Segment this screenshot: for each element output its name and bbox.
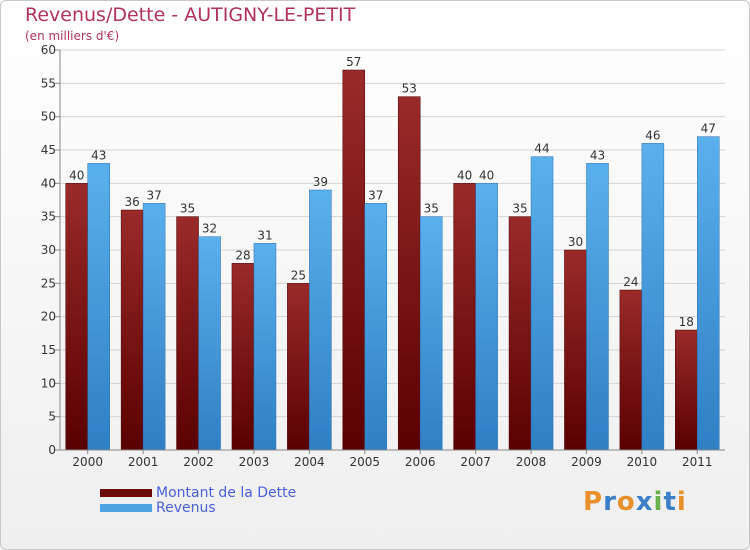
bar-revenus xyxy=(142,203,166,451)
y-tick-label: 20 xyxy=(41,310,56,324)
bar-revenus xyxy=(253,243,277,451)
logo-letter: r xyxy=(603,487,617,517)
y-tick-label: 30 xyxy=(41,243,56,257)
bar-value-label: 30 xyxy=(568,235,583,249)
legend-label-debt: Montant de la Dette xyxy=(156,485,297,501)
x-tick-label: 2004 xyxy=(294,455,325,469)
bar-dette xyxy=(397,96,421,451)
bar-value-label: 40 xyxy=(457,168,472,182)
bar-value-label: 28 xyxy=(235,248,250,262)
x-tick-label: 2000 xyxy=(72,455,103,469)
bar-dette xyxy=(176,216,199,451)
y-tick-label: 50 xyxy=(41,110,56,124)
bar-value-label: 57 xyxy=(346,55,361,69)
bar-value-label: 35 xyxy=(180,202,195,216)
logo-letter: t xyxy=(663,487,677,517)
bar-revenus xyxy=(87,163,110,451)
bar-value-label: 44 xyxy=(534,142,549,156)
bar-dette xyxy=(65,183,88,451)
y-tick-label: 0 xyxy=(48,443,56,457)
x-tick-label: 2003 xyxy=(239,455,270,469)
legend-swatch-revenus xyxy=(100,504,152,512)
bar-value-label: 36 xyxy=(124,195,139,209)
bar-value-label: 53 xyxy=(402,82,417,96)
bar-value-label: 25 xyxy=(291,268,306,282)
bar-dette xyxy=(508,216,532,451)
bar-dette xyxy=(675,329,698,451)
y-tick-label: 25 xyxy=(41,276,56,290)
x-tick-label: 2010 xyxy=(627,455,658,469)
bar-value-label: 43 xyxy=(590,148,605,162)
y-tick-label: 60 xyxy=(41,43,56,57)
x-tick-label: 2005 xyxy=(350,455,381,469)
logo-letter: i xyxy=(676,487,687,517)
bar-value-label: 37 xyxy=(368,188,383,202)
bar-dette xyxy=(342,69,366,451)
x-tick-label: 2011 xyxy=(682,455,713,469)
y-tick-label: 5 xyxy=(48,410,56,424)
bar-dette xyxy=(564,249,587,451)
bar-value-label: 35 xyxy=(424,202,439,216)
bar-value-label: 46 xyxy=(645,128,660,142)
legend-label-revenus: Revenus xyxy=(156,500,216,516)
x-tick-label: 2007 xyxy=(460,455,491,469)
bar-dette xyxy=(453,183,476,451)
bar-value-label: 40 xyxy=(69,168,84,182)
bar-dette xyxy=(120,209,144,451)
bar-revenus xyxy=(419,216,443,451)
bar-value-label: 40 xyxy=(479,168,494,182)
bar-dette xyxy=(619,289,643,451)
x-tick-label: 2009 xyxy=(571,455,602,469)
legend-swatch-debt xyxy=(100,489,152,497)
bar-value-label: 32 xyxy=(202,222,217,236)
bar-revenus xyxy=(641,143,665,451)
y-tick-label: 35 xyxy=(41,210,56,224)
bar-revenus xyxy=(586,163,609,451)
bar-value-label: 24 xyxy=(623,275,638,289)
bar-dette xyxy=(231,263,255,451)
logo-letter: o xyxy=(616,487,636,517)
x-tick-label: 2006 xyxy=(405,455,436,469)
bar-value-label: 18 xyxy=(679,315,694,329)
x-tick-label: 2002 xyxy=(183,455,214,469)
logo-letter: x xyxy=(635,487,654,517)
proxiti-logo: Proxiti xyxy=(583,487,687,517)
bar-revenus xyxy=(530,156,554,451)
y-tick-label: 15 xyxy=(41,343,56,357)
bar-revenus xyxy=(475,183,498,451)
logo-letter: P xyxy=(583,487,604,517)
bar-value-label: 47 xyxy=(701,122,716,136)
bar-revenus xyxy=(198,236,221,451)
y-tick-label: 55 xyxy=(41,76,56,90)
y-tick-label: 40 xyxy=(41,176,56,190)
bar-value-label: 35 xyxy=(512,202,527,216)
chart-title: Revenus/Dette - AUTIGNY-LE-PETIT xyxy=(25,4,356,26)
x-tick-label: 2008 xyxy=(516,455,547,469)
bar-value-label: 31 xyxy=(257,228,272,242)
bar-revenus xyxy=(309,189,332,451)
bar-value-label: 43 xyxy=(91,148,106,162)
y-tick-label: 10 xyxy=(41,376,56,390)
bar-revenus xyxy=(364,203,388,451)
y-tick-label: 45 xyxy=(41,143,56,157)
bar-dette xyxy=(287,283,310,451)
chart-subtitle: (en milliers d'€) xyxy=(25,29,120,43)
x-tick-label: 2001 xyxy=(128,455,159,469)
logo-letter: i xyxy=(653,487,664,517)
bar-revenus xyxy=(697,136,720,451)
bar-value-label: 37 xyxy=(146,188,161,202)
bar-value-label: 39 xyxy=(313,175,328,189)
